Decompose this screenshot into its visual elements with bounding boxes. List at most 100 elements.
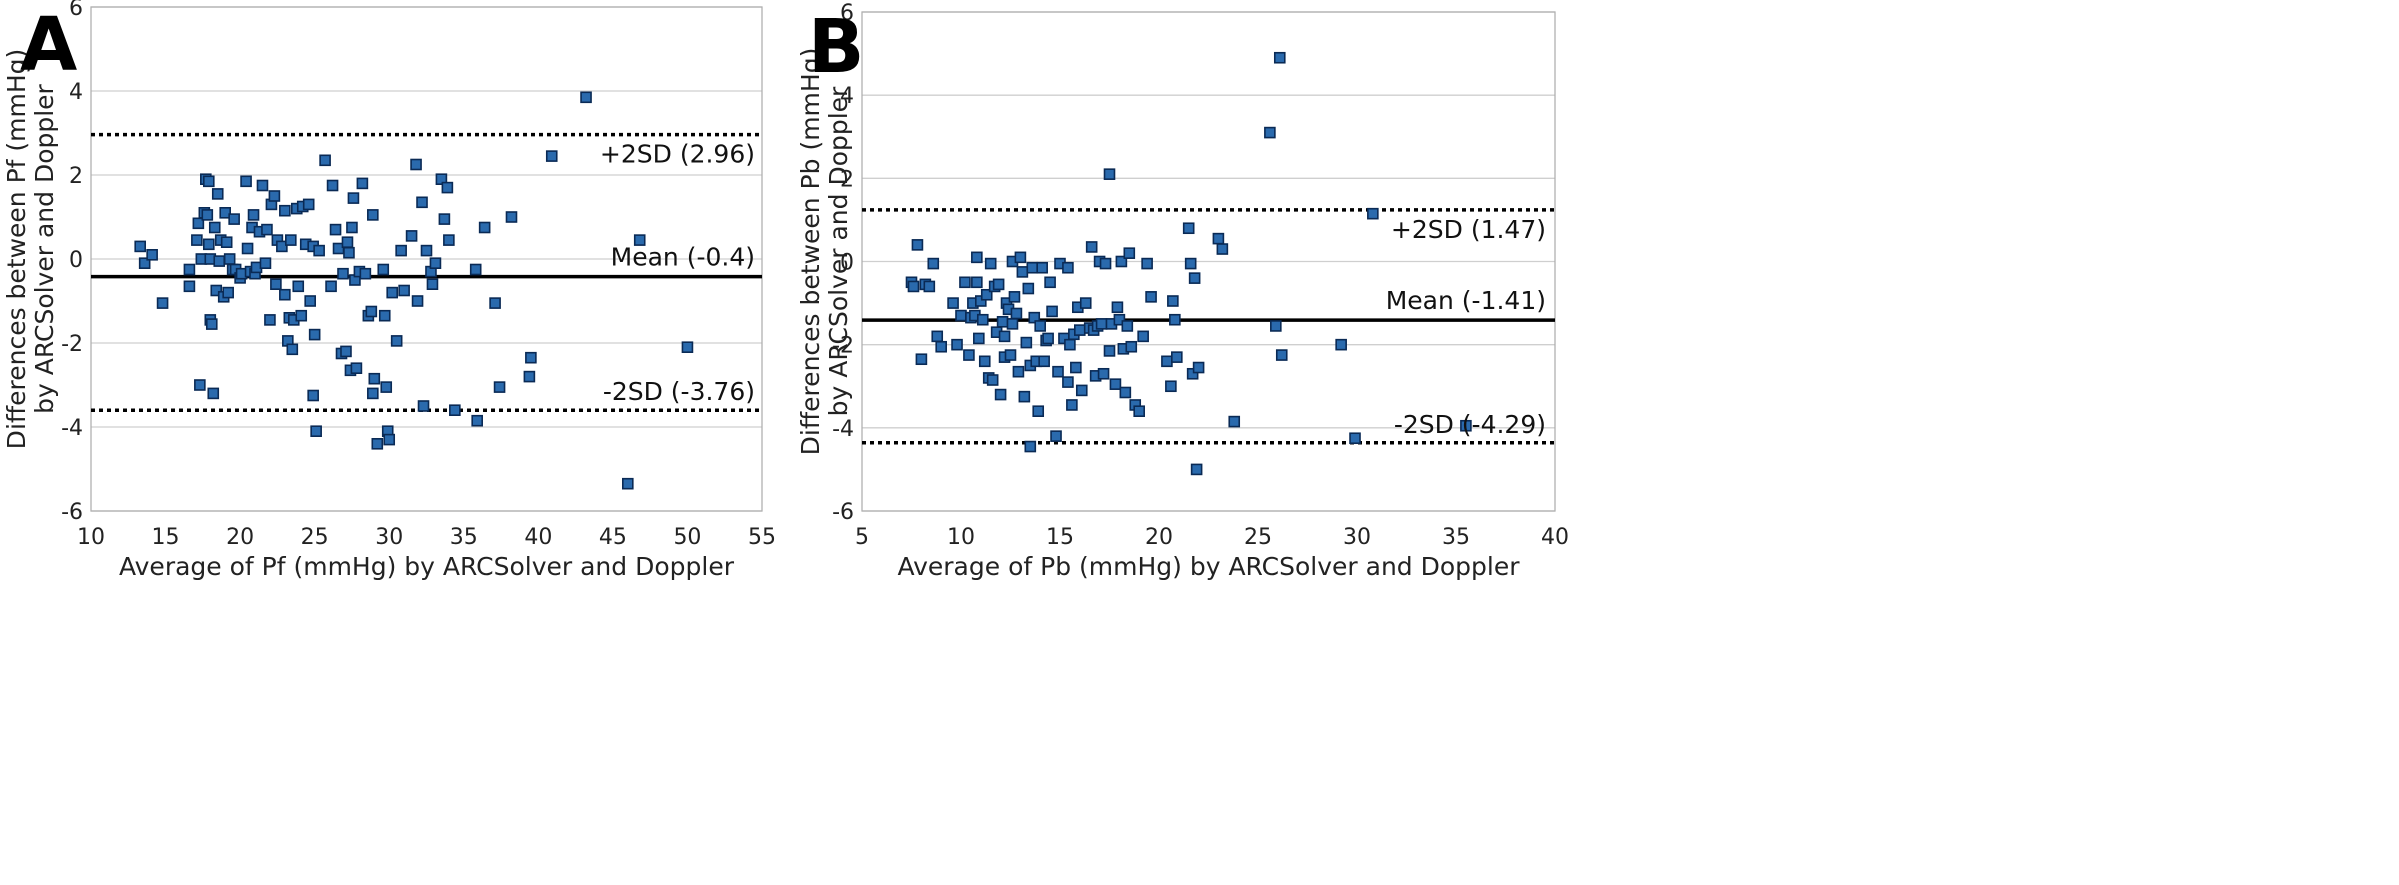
panel-a-data-point-120 xyxy=(489,297,501,309)
panel-b-data-point-67 xyxy=(1066,399,1078,411)
panel-a-data-point-26 xyxy=(220,236,233,248)
panel-a-data-point-27 xyxy=(222,286,234,299)
panel-b-data-point-55 xyxy=(1038,355,1050,368)
panel-b-data-point-36 xyxy=(1004,349,1017,361)
panel-a-plot-frame xyxy=(90,6,763,512)
panel-b-data-point-101 xyxy=(1165,380,1177,393)
panel-b-data-point-22 xyxy=(978,355,991,368)
panel-a-data-point-21 xyxy=(211,188,224,200)
panel-b-x-axis-label: Average of Pb (mmHg) by ARCSolver and Do… xyxy=(897,552,1520,581)
panel-b-data-point-53 xyxy=(1034,320,1046,332)
panel-b-x-tick-label: 25 xyxy=(1244,525,1272,550)
panel-b-data-point-119 xyxy=(1349,432,1361,445)
panel-b-data-point-110 xyxy=(1192,361,1205,374)
panel-b-x-ticks: 5 10 15 20 25 30 35 40 xyxy=(855,525,1569,550)
panel-a-data-point-25 xyxy=(219,207,231,219)
panel-a-data-point-28 xyxy=(223,253,236,265)
panel-a-data-point-101 xyxy=(395,244,407,257)
panel-b-data-point-2 xyxy=(911,239,924,251)
panel-b-data-point-116 xyxy=(1273,51,1286,64)
panel-a-data-point-100 xyxy=(390,335,403,347)
panel-a-x-axis-label: Average of Pf (mmHg) by ARCSolver and Do… xyxy=(119,552,735,581)
panel-b-data-point-31 xyxy=(996,315,1009,328)
panel-b-x-tick-label: 35 xyxy=(1442,525,1470,550)
panel-a-data-point-35 xyxy=(241,242,254,255)
panel-a-y-tick-label: 4 xyxy=(69,80,83,105)
panel-b-data-point-118 xyxy=(1335,338,1347,351)
panel-b-data-point-42 xyxy=(1014,251,1027,264)
panel-a-points xyxy=(134,91,694,490)
panel-a-data-point-84 xyxy=(350,362,363,375)
panel-a-letter: A xyxy=(20,2,77,88)
panel-b-data-point-7 xyxy=(931,330,944,343)
panel-a-mean-label: Mean (-0.4) xyxy=(611,243,755,272)
panel-b-data-point-39 xyxy=(1008,291,1021,303)
panel-b-data-point-58 xyxy=(1044,276,1056,289)
panel-b-data-point-23 xyxy=(980,288,993,301)
panel-a-data-point-73 xyxy=(329,223,342,236)
panel-a-data-point-107 xyxy=(417,400,430,412)
panel-b-data-point-113 xyxy=(1228,415,1241,428)
panel-b-data-point-86 xyxy=(1109,378,1122,390)
panel-b-data-point-18 xyxy=(971,276,983,289)
panel-a-y-tick-label: -6 xyxy=(61,500,83,525)
panel-a-data-point-64 xyxy=(304,295,316,307)
panel-a-x-tick-label: 15 xyxy=(152,525,180,550)
panel-a-y-ticks: -6 -4 -2 0 2 4 6 xyxy=(61,0,83,525)
panel-a-data-point-96 xyxy=(380,381,393,393)
panel-b-data-point-19 xyxy=(973,332,985,345)
panel-a-data-point-42 xyxy=(256,179,269,192)
panel-b-points xyxy=(905,51,1472,476)
panel-b-data-point-9 xyxy=(947,297,959,309)
panel-b-data-point-65 xyxy=(1062,261,1074,274)
panel-a-data-point-77 xyxy=(340,345,352,358)
panel-a-x-tick-label: 20 xyxy=(226,525,254,550)
panel-a-data-point-95 xyxy=(378,309,391,322)
panel-b-data-point-59 xyxy=(1046,305,1058,318)
panel-b-data-point-52 xyxy=(1032,405,1045,418)
panel-b-data-point-94 xyxy=(1125,340,1138,353)
panel-b-data-point-44 xyxy=(1018,390,1031,403)
panel-b-data-point-3 xyxy=(915,353,928,366)
panel-b-x-tick-label: 30 xyxy=(1343,525,1371,550)
panel-a-data-point-43 xyxy=(259,257,272,270)
panel-b-data-point-41 xyxy=(1012,365,1025,378)
panel-a-data-point-6 xyxy=(191,234,203,246)
panel-b-data-point-38 xyxy=(1006,318,1019,330)
panel-a-data-point-47 xyxy=(268,190,281,202)
panel-a-data-point-78 xyxy=(341,236,354,248)
panel-b-x-tick-label: 20 xyxy=(1145,525,1173,550)
panel-b-data-point-30 xyxy=(994,388,1007,401)
panel-a-data-point-99 xyxy=(386,286,399,299)
panel-b-y-ticks: -6 -4 -2 0 2 4 6 xyxy=(832,1,854,525)
panel-b-data-point-106 xyxy=(1184,257,1197,270)
panel-b-data-point-89 xyxy=(1115,255,1128,268)
panel-a-data-point-17 xyxy=(205,318,218,330)
panel-a-data-point-60 xyxy=(295,309,308,322)
panel-a-data-point-114 xyxy=(441,181,454,194)
panel-b-x-tick-label: 10 xyxy=(947,525,975,550)
panel-b-data-point-11 xyxy=(955,309,967,322)
panel-b-data-point-10 xyxy=(951,338,963,351)
panel-b-y-tick-label: -4 xyxy=(832,417,854,442)
panel-b-x-tick-label: 15 xyxy=(1046,525,1074,550)
panel-a-data-point-51 xyxy=(279,204,291,217)
panel-a-data-point-79 xyxy=(343,246,355,259)
panel-b-data-point-21 xyxy=(976,313,989,326)
panel-b-data-point-96 xyxy=(1133,405,1145,418)
panel-a-data-point-105 xyxy=(411,295,424,307)
panel-a-data-point-93 xyxy=(371,437,384,450)
panel-b-data-point-84 xyxy=(1103,345,1116,357)
panel-a-data-point-92 xyxy=(368,372,381,385)
panel-a-data-point-112 xyxy=(435,173,448,185)
panel-a-data-point-65 xyxy=(307,389,319,402)
panel-a-upper-sd-label: +2SD (2.96) xyxy=(600,140,755,169)
panel-b-data-point-57 xyxy=(1042,332,1054,345)
panel-b-data-point-83 xyxy=(1103,168,1116,180)
panel-b-data-point-93 xyxy=(1123,247,1136,259)
panel-a-data-point-70 xyxy=(319,154,331,167)
panel-b-data-point-115 xyxy=(1270,320,1282,332)
panel-b-data-point-80 xyxy=(1095,318,1108,330)
panel-a-data-point-0 xyxy=(134,240,147,253)
panel-b-data-point-25 xyxy=(984,257,997,270)
